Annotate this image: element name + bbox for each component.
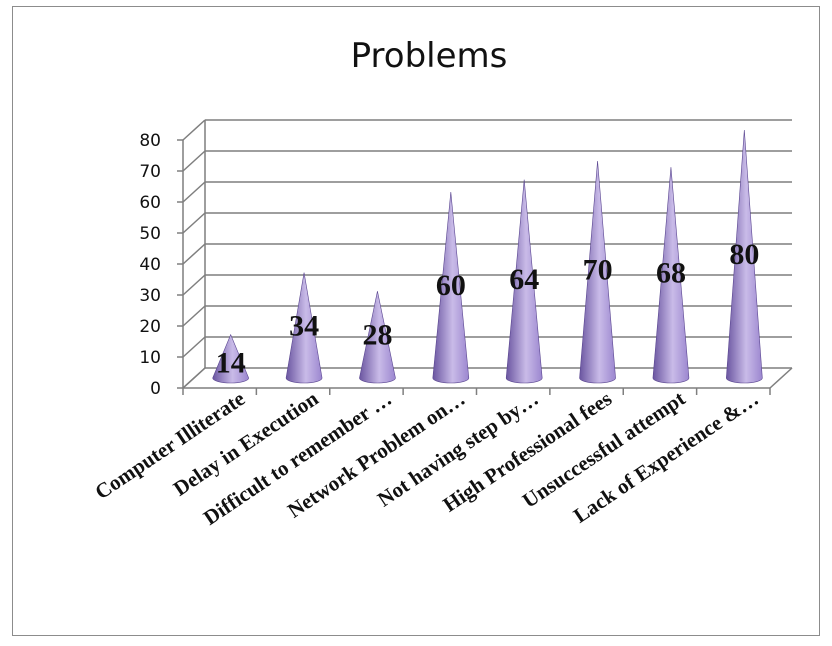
gridline-diag — [182, 212, 206, 234]
y-tick-label: 40 — [139, 255, 161, 275]
data-label: 70 — [583, 254, 613, 287]
gridline-diag — [182, 367, 206, 389]
y-tick-label: 50 — [139, 224, 161, 244]
gridline-diag — [182, 336, 206, 358]
y-tick-labels: 0 10 20 30 40 50 60 70 80 — [139, 131, 161, 399]
chart-frame — [12, 6, 820, 636]
cone-bar — [505, 179, 543, 384]
data-label: 68 — [656, 257, 686, 290]
gridline-diag — [182, 119, 206, 141]
gridline-diag — [182, 305, 206, 327]
y-tick-label: 60 — [139, 193, 161, 213]
cone-bar — [579, 160, 616, 384]
y-tick-label: 0 — [150, 379, 161, 399]
gridline-diag — [182, 150, 206, 172]
data-label: 64 — [509, 263, 539, 296]
floor-right-edge — [769, 367, 793, 389]
chart-title: Problems — [351, 36, 508, 76]
data-label: 34 — [289, 309, 319, 342]
y-tick-label: 70 — [139, 162, 161, 182]
data-label: 60 — [436, 269, 466, 302]
gridline-diag — [182, 274, 206, 296]
gridline-diag — [182, 181, 206, 203]
data-label: 80 — [729, 238, 759, 271]
gridline-diag — [182, 243, 206, 265]
cone-bar — [359, 291, 396, 384]
cone-bar — [212, 333, 249, 384]
data-labels: 14 34 28 60 64 70 68 80 — [216, 238, 760, 379]
data-label: 14 — [216, 346, 246, 379]
y-tick-label: 80 — [139, 131, 161, 151]
cone-bar — [432, 191, 470, 384]
cone-bar — [726, 129, 763, 384]
y-tick-label: 10 — [139, 348, 161, 368]
y-tick-label: 30 — [139, 286, 161, 306]
cone-series — [212, 129, 763, 384]
cone-bar — [285, 272, 323, 384]
grid-layer — [177, 119, 793, 395]
y-tick-label: 20 — [139, 317, 161, 337]
data-label: 28 — [362, 319, 392, 352]
cone-bar — [652, 167, 690, 384]
